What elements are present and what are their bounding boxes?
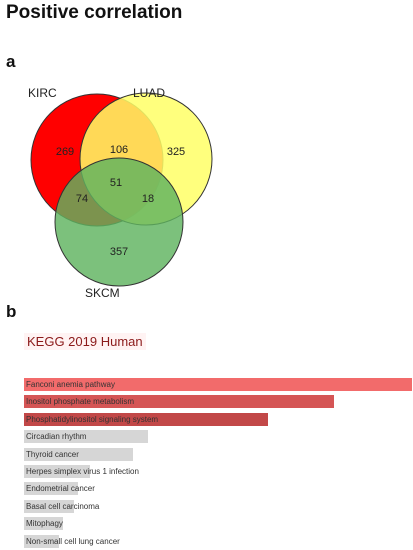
venn-label-luad: LUAD	[133, 86, 166, 100]
kegg-chart-title: KEGG 2019 Human	[24, 333, 146, 350]
panel-b-label: b	[6, 302, 17, 321]
venn-count-kirc-skcm: 74	[75, 193, 89, 205]
kegg-bar-label: Non-small cell lung cancer	[26, 536, 120, 546]
kegg-bar-row: Non-small cell lung cancer	[22, 534, 413, 548]
kegg-bar-row: Mitophagy	[22, 517, 413, 531]
kegg-bar-row: Phosphatidylinositol signaling system	[22, 412, 413, 426]
kegg-bar	[24, 517, 63, 531]
venn-label-kirc: KIRC	[28, 86, 57, 100]
kegg-bar	[24, 412, 269, 426]
kegg-bar-row: Fanconi anemia pathway	[22, 378, 413, 391]
kegg-bar-row: Basal cell carcinoma	[22, 499, 413, 513]
venn-count-kirc-luad: 106	[109, 144, 129, 156]
kegg-bar	[24, 482, 79, 496]
venn-count-luad-only: 325	[166, 146, 186, 158]
kegg-bar	[24, 378, 412, 391]
kegg-bar	[24, 465, 90, 478]
venn-count-kirc-only: 269	[55, 146, 75, 158]
kegg-bar-label: Herpes simplex virus 1 infection	[26, 467, 139, 476]
kegg-bar	[24, 447, 133, 461]
kegg-bar	[24, 430, 149, 444]
kegg-bar-label: Endometrial cancer	[26, 484, 95, 494]
kegg-bar-label: Mitophagy	[26, 519, 63, 529]
kegg-bar-row: Thyroid cancer	[22, 447, 413, 461]
panel-a-label: a	[6, 52, 16, 71]
kegg-bar-label: Inositol phosphate metabolism	[26, 397, 135, 407]
venn-count-all-three: 51	[109, 177, 123, 189]
venn-count-luad-skcm: 18	[141, 193, 155, 205]
kegg-bar-label: Phosphatidylinositol signaling system	[26, 414, 159, 424]
venn-count-skcm-only: 357	[109, 246, 129, 258]
kegg-bar-row: Inositol phosphate metabolism	[22, 395, 413, 409]
kegg-bar	[24, 395, 335, 409]
venn-label-skcm: SKCM	[85, 286, 120, 300]
kegg-bar-label: Fanconi anemia pathway	[26, 380, 115, 389]
kegg-bar	[24, 534, 59, 548]
kegg-bar-label: Basal cell carcinoma	[26, 501, 100, 511]
kegg-bar-row: Circadian rhythm	[22, 430, 413, 444]
kegg-bar-label: Circadian rhythm	[26, 432, 87, 442]
venn-diagram	[30, 92, 213, 287]
kegg-bar-row: Endometrial cancer	[22, 482, 413, 496]
venn-circle-skcm	[54, 157, 184, 287]
kegg-bar-label: Thyroid cancer	[26, 449, 79, 459]
kegg-bar-chart: Fanconi anemia pathway Inositol phosphate…	[22, 370, 413, 550]
figure-title: Positive correlation	[6, 2, 183, 23]
kegg-bar	[24, 499, 75, 513]
kegg-bar-row: Herpes simplex virus 1 infection	[22, 465, 413, 478]
